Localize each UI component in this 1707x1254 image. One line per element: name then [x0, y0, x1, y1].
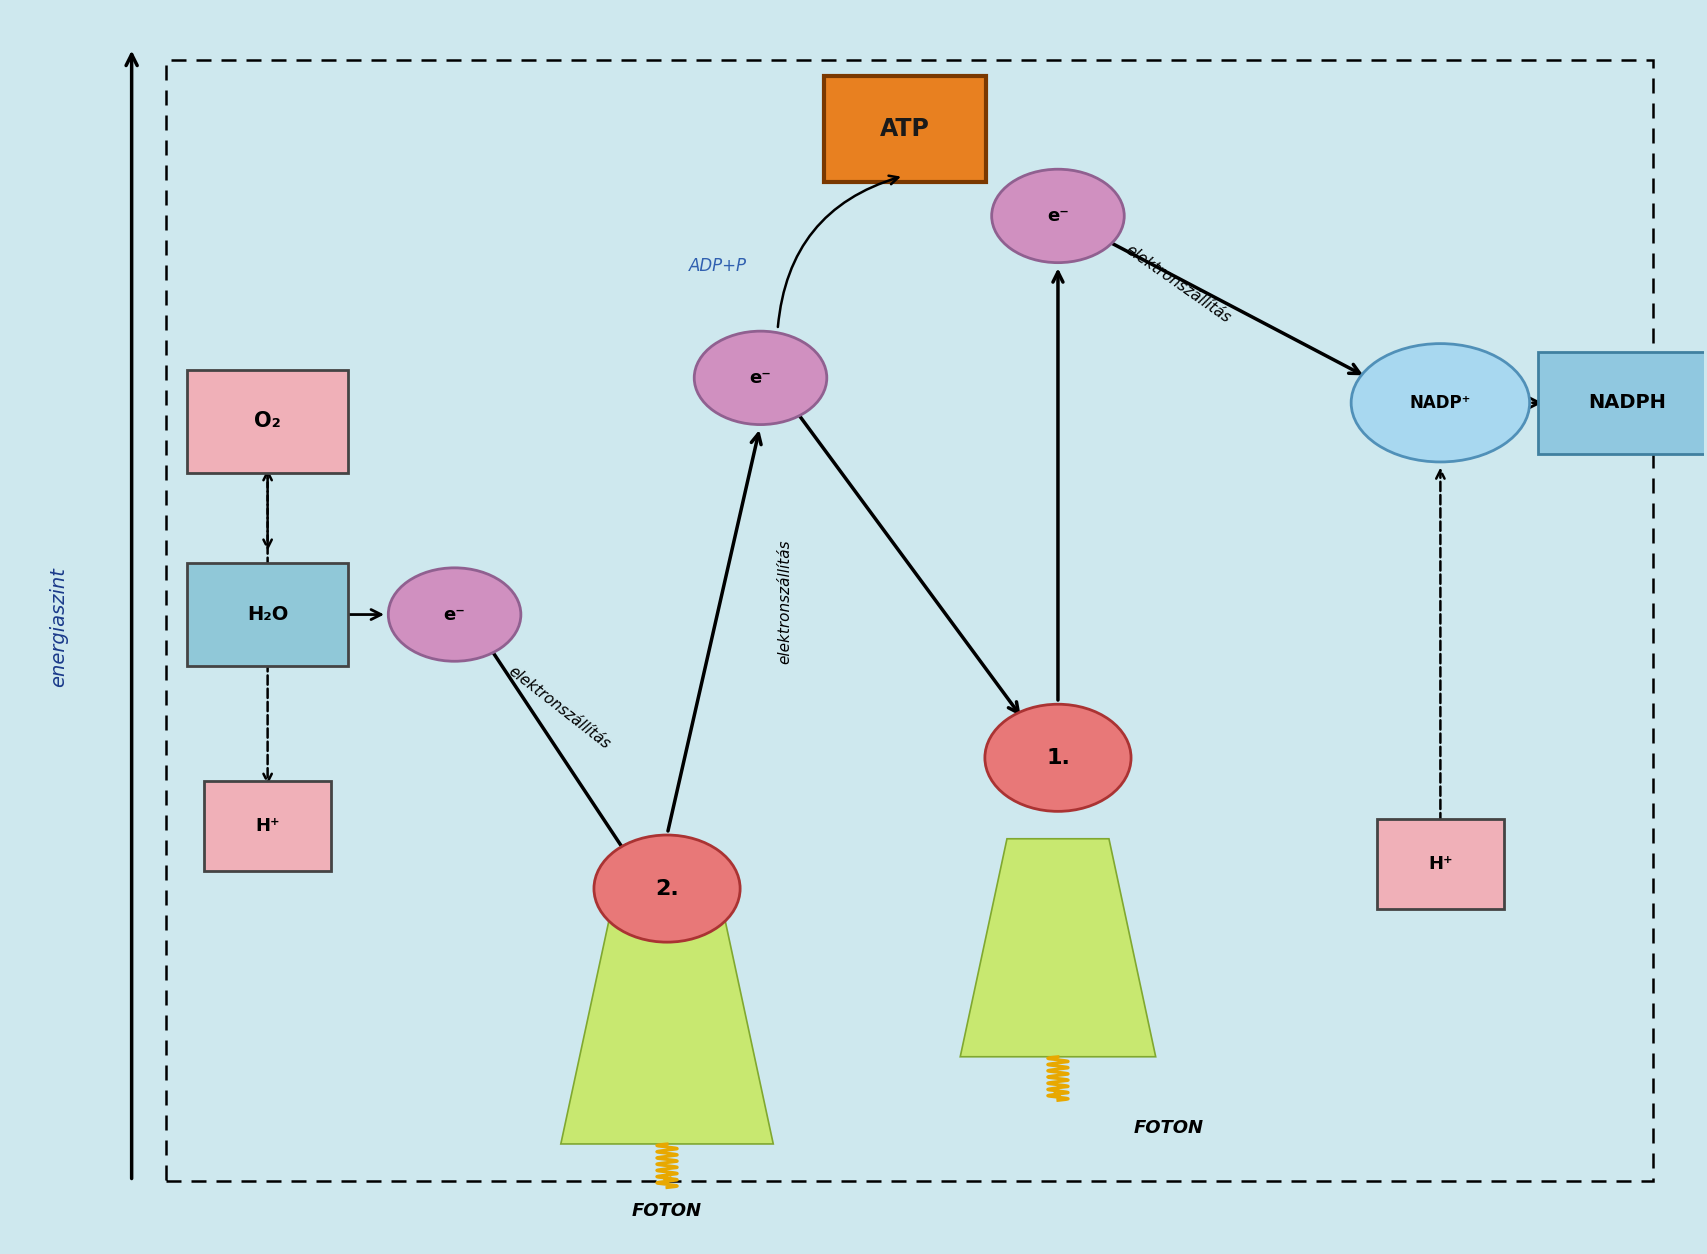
Ellipse shape — [387, 568, 521, 661]
FancyBboxPatch shape — [186, 563, 348, 666]
Circle shape — [594, 835, 739, 942]
Text: ATP: ATP — [879, 117, 929, 140]
Text: e⁻: e⁻ — [1046, 207, 1069, 224]
Text: H₂O: H₂O — [248, 604, 288, 624]
Text: NADPH: NADPH — [1588, 394, 1666, 413]
Text: elektronszállítás: elektronszállítás — [777, 539, 792, 665]
Text: elektronszállítás: elektronszállítás — [1121, 242, 1232, 326]
FancyBboxPatch shape — [1376, 819, 1504, 908]
Text: FOTON: FOTON — [1133, 1119, 1203, 1137]
Text: H⁺: H⁺ — [254, 818, 280, 835]
Text: 1.: 1. — [1045, 747, 1069, 767]
Circle shape — [985, 705, 1130, 811]
Polygon shape — [560, 908, 773, 1144]
Polygon shape — [959, 839, 1156, 1057]
Text: elektronszállítás: elektronszállítás — [505, 663, 613, 752]
FancyBboxPatch shape — [824, 75, 985, 182]
Ellipse shape — [693, 331, 826, 425]
Text: ADP+P: ADP+P — [688, 257, 746, 275]
Ellipse shape — [992, 169, 1123, 262]
Bar — [166, 60, 1652, 1181]
Text: FOTON: FOTON — [632, 1203, 702, 1220]
Text: O₂: O₂ — [254, 411, 282, 431]
Text: energiaszint: energiaszint — [50, 567, 68, 687]
Text: 2.: 2. — [655, 879, 678, 899]
Ellipse shape — [1350, 344, 1529, 461]
Text: NADP⁺: NADP⁺ — [1408, 394, 1470, 411]
FancyBboxPatch shape — [186, 370, 348, 473]
FancyBboxPatch shape — [203, 781, 331, 872]
Text: H⁺: H⁺ — [1427, 855, 1453, 873]
FancyBboxPatch shape — [1538, 351, 1707, 454]
Text: e⁻: e⁻ — [444, 606, 466, 623]
Text: e⁻: e⁻ — [749, 369, 772, 387]
